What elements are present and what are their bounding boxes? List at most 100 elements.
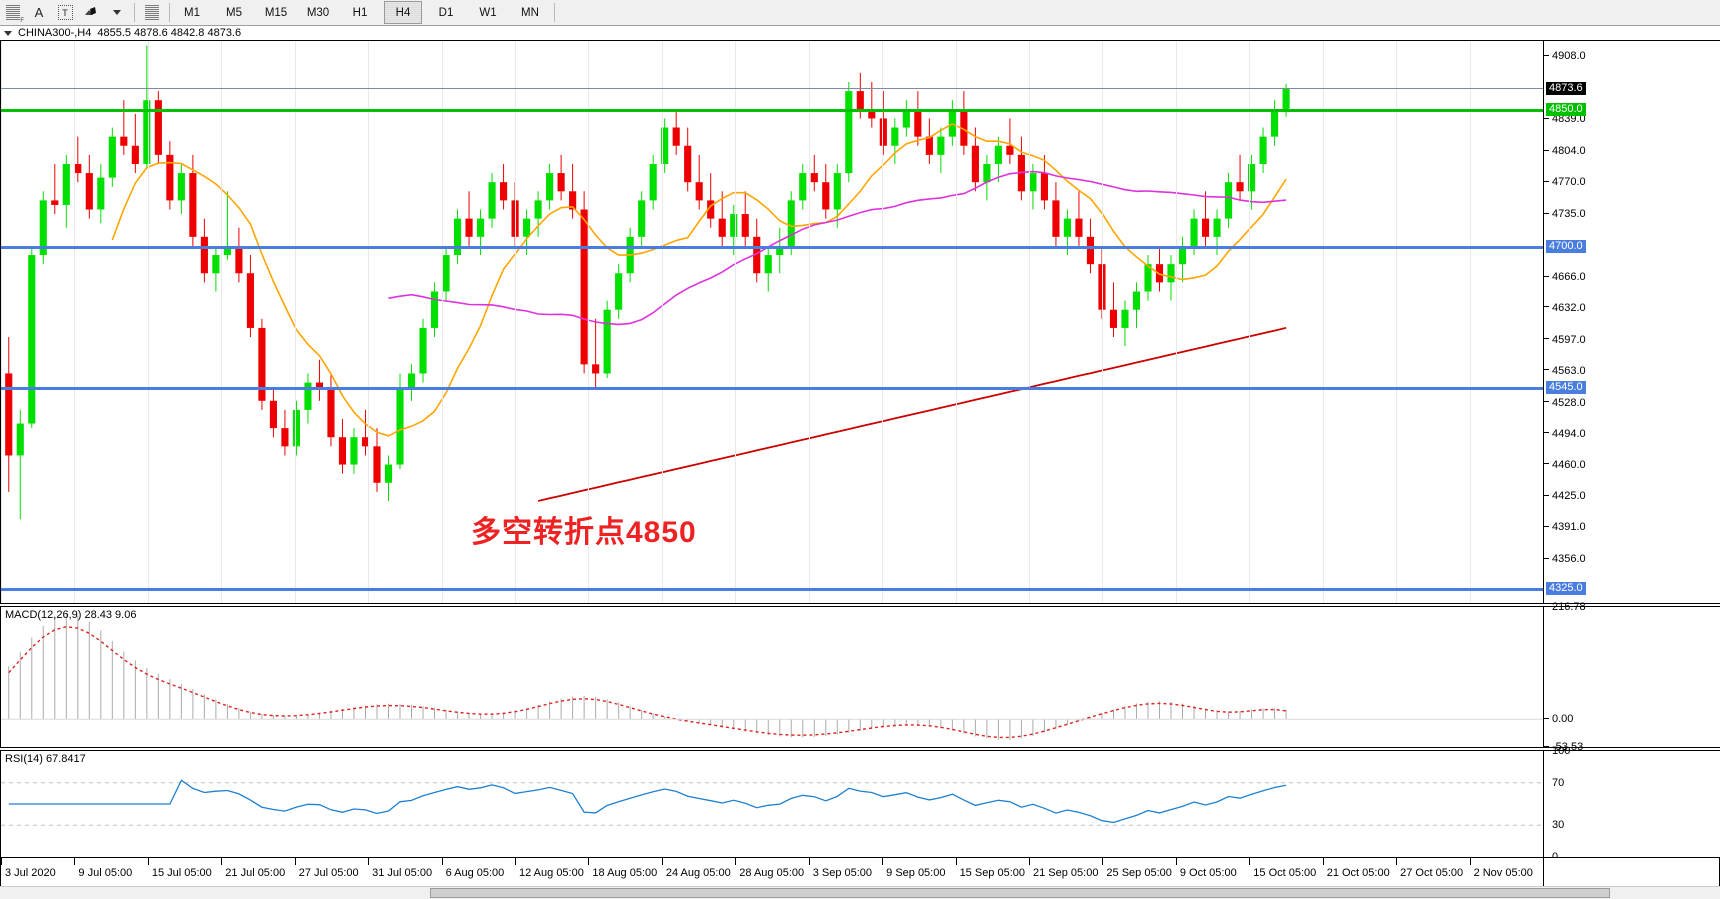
level-line-4850-0[interactable] bbox=[1, 109, 1543, 113]
rsi-plot bbox=[1, 779, 1543, 826]
horizontal-scrollbar[interactable] bbox=[0, 886, 1720, 899]
toolbar-divider bbox=[134, 3, 135, 22]
timeframe-m1[interactable]: M1 bbox=[184, 6, 200, 19]
timeframe-m15[interactable]: M15 bbox=[264, 6, 288, 19]
price-level-tag[interactable]: 4700.0 bbox=[1546, 239, 1586, 253]
time-axis-label: 15 Jul 05:00 bbox=[151, 867, 212, 879]
price-tick: 4908.0 bbox=[1544, 50, 1586, 62]
price-tick-label: 4735.0 bbox=[1552, 208, 1586, 221]
time-separator bbox=[294, 858, 296, 865]
macd-tick-label: 0.00 bbox=[1552, 713, 1574, 726]
macd-label: MACD(12,26,9) 28.43 9.06 bbox=[5, 609, 137, 621]
collapse-caret-icon[interactable] bbox=[4, 30, 12, 36]
objects-tool-button[interactable] bbox=[78, 1, 104, 24]
price-tick: 4356.0 bbox=[1544, 553, 1586, 565]
price-candles bbox=[5, 45, 1290, 520]
objects-dropdown-button[interactable] bbox=[104, 1, 130, 24]
timeframe-mn[interactable]: MN bbox=[521, 6, 539, 19]
price-tick-label: 4597.0 bbox=[1552, 333, 1586, 346]
price-axis[interactable]: 4908.0 4839.0 4804.0 4770.0 4735.0 4666.0 4632… bbox=[1544, 40, 1720, 604]
time-axis-label: 9 Jul 05:00 bbox=[78, 867, 133, 879]
price-tick-label: 4666.0 bbox=[1552, 270, 1586, 283]
crosshair-tool-button[interactable]: F bbox=[0, 1, 26, 24]
time-axis-label: 9 Sep 05:00 bbox=[886, 867, 946, 879]
toolbar-divider-2 bbox=[169, 3, 170, 22]
timeframe-list-icon-button[interactable] bbox=[139, 1, 165, 24]
scrollbar-thumb[interactable] bbox=[430, 888, 1610, 898]
rsi-axis: 100 70 30 0 bbox=[1544, 745, 1720, 863]
level-line-4325-0[interactable] bbox=[1, 587, 1543, 591]
time-separator bbox=[1, 858, 2, 865]
time-axis-label: 15 Sep 05:00 bbox=[959, 867, 1026, 879]
level-line-4700-0[interactable] bbox=[1, 245, 1543, 249]
time-separator bbox=[1322, 858, 1324, 865]
timeframe-h1[interactable]: H1 bbox=[352, 6, 368, 19]
grid-line bbox=[221, 41, 223, 603]
time-separator bbox=[955, 858, 957, 865]
timeframe-group: M1 M5 M15 M30 H1 H4 D1 W1 MN bbox=[174, 1, 548, 24]
price-level-tag[interactable]: 4545.0 bbox=[1546, 381, 1586, 395]
macd-plot bbox=[1, 614, 1543, 740]
price-tick-label: 4839.0 bbox=[1552, 113, 1586, 126]
macd-tick: 0.00 bbox=[1544, 713, 1573, 725]
grid-line bbox=[294, 41, 296, 603]
timeframe-h4[interactable]: H4 bbox=[384, 1, 422, 24]
price-tick: 4735.0 bbox=[1544, 208, 1586, 220]
shapes-icon bbox=[85, 6, 96, 15]
timeframe-w1[interactable]: W1 bbox=[479, 6, 497, 19]
crosshair-sub-label: F bbox=[20, 18, 24, 24]
level-line-4545-0[interactable] bbox=[1, 387, 1543, 391]
timeframe-d1[interactable]: D1 bbox=[438, 6, 454, 19]
time-separator bbox=[1029, 858, 1030, 865]
grid-line bbox=[515, 41, 516, 603]
grid-line bbox=[661, 41, 663, 603]
price-tick: 4804.0 bbox=[1544, 145, 1586, 157]
symbol-ohlc: 4855.5 4878.6 4842.8 4873.6 bbox=[97, 27, 242, 39]
grid-line bbox=[1175, 41, 1177, 603]
price-chart-panel[interactable]: 多空转折点4850 bbox=[0, 40, 1544, 604]
label-tool-button[interactable]: T bbox=[52, 1, 78, 24]
time-separator bbox=[1396, 858, 1398, 865]
price-tick: 4563.0 bbox=[1544, 365, 1586, 377]
rsi-tick: 70 bbox=[1552, 776, 1565, 789]
time-separator bbox=[808, 858, 810, 865]
time-axis-label: 24 Aug 05:00 bbox=[665, 867, 731, 879]
label-icon: T bbox=[57, 5, 73, 20]
price-tick-label: 4908.0 bbox=[1552, 50, 1586, 63]
price-level-tag[interactable]: 4325.0 bbox=[1546, 581, 1586, 595]
timeframe-m30[interactable]: M30 bbox=[306, 6, 330, 19]
grid-line bbox=[147, 41, 149, 603]
price-tick: 4391.0 bbox=[1544, 521, 1586, 533]
rsi-panel[interactable]: RSI(14) 67.8417 bbox=[0, 750, 1544, 858]
macd-panel[interactable]: MACD(12,26,9) 28.43 9.06 bbox=[0, 606, 1544, 748]
level-line-4873-6[interactable] bbox=[1, 87, 1543, 89]
time-axis-label: 21 Jul 05:00 bbox=[225, 867, 286, 879]
price-tick: 4839.0 bbox=[1544, 113, 1586, 125]
macd-tick: 216.78 bbox=[1552, 601, 1586, 613]
price-tick: 4632.0 bbox=[1544, 302, 1586, 314]
grid-line bbox=[1029, 41, 1030, 603]
price-tick: 4425.0 bbox=[1544, 490, 1586, 502]
price-tick-label: 4425.0 bbox=[1552, 490, 1586, 503]
price-tick: 4494.0 bbox=[1544, 428, 1586, 440]
grid-line bbox=[1469, 41, 1471, 603]
grid-line bbox=[74, 41, 76, 603]
timeframe-m5[interactable]: M5 bbox=[226, 6, 242, 19]
time-axis-label: 9 Oct 05:00 bbox=[1179, 867, 1237, 879]
price-level-tag[interactable]: 4873.6 bbox=[1546, 81, 1586, 95]
grid-line bbox=[1249, 41, 1251, 603]
price-tick-label: 4528.0 bbox=[1552, 396, 1586, 409]
symbol-info-row: CHINA300-,H4 4855.5 4878.6 4842.8 4873.6 bbox=[0, 26, 241, 40]
time-axis-label: 3 Sep 05:00 bbox=[812, 867, 873, 879]
macd-axis: 216.78 0.00 -53.53 bbox=[1544, 601, 1720, 753]
time-separator bbox=[515, 858, 516, 865]
text-tool-button[interactable]: A bbox=[26, 1, 52, 24]
time-axis-label: 3 Jul 2020 bbox=[5, 867, 56, 879]
time-axis-label: 28 Aug 05:00 bbox=[739, 867, 805, 879]
price-level-tag[interactable]: 4850.0 bbox=[1546, 103, 1586, 117]
grid-line bbox=[1322, 41, 1324, 603]
chevron-down-icon bbox=[113, 10, 121, 15]
price-tick-label: 4804.0 bbox=[1552, 145, 1586, 158]
time-separator bbox=[1102, 858, 1104, 865]
